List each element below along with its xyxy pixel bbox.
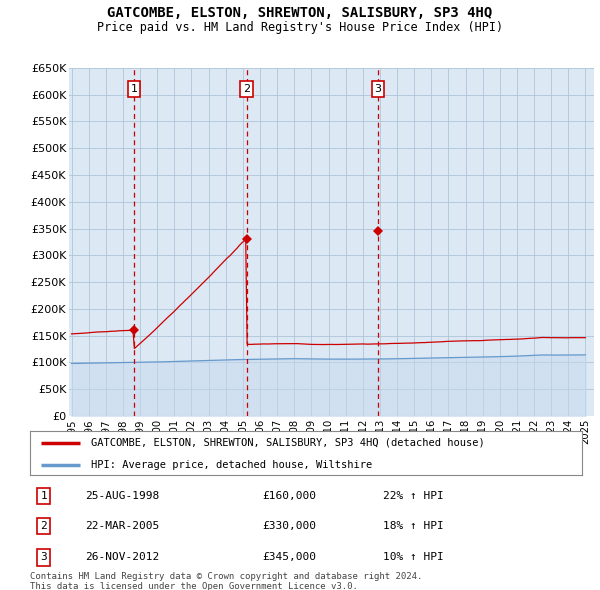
Text: 22% ↑ HPI: 22% ↑ HPI [383, 491, 444, 501]
Text: 18% ↑ HPI: 18% ↑ HPI [383, 522, 444, 532]
Text: 3: 3 [374, 84, 382, 94]
Text: Contains HM Land Registry data © Crown copyright and database right 2024.: Contains HM Land Registry data © Crown c… [30, 572, 422, 581]
Text: 3: 3 [40, 552, 47, 562]
Text: 1: 1 [131, 84, 137, 94]
Text: 2: 2 [40, 522, 47, 532]
Text: £160,000: £160,000 [262, 491, 316, 501]
Text: 1: 1 [40, 491, 47, 501]
Text: 22-MAR-2005: 22-MAR-2005 [85, 522, 160, 532]
Text: 25-AUG-1998: 25-AUG-1998 [85, 491, 160, 501]
Text: GATCOMBE, ELSTON, SHREWTON, SALISBURY, SP3 4HQ (detached house): GATCOMBE, ELSTON, SHREWTON, SALISBURY, S… [91, 438, 484, 448]
Text: 2: 2 [243, 84, 250, 94]
Text: £345,000: £345,000 [262, 552, 316, 562]
Text: This data is licensed under the Open Government Licence v3.0.: This data is licensed under the Open Gov… [30, 582, 358, 590]
Text: 26-NOV-2012: 26-NOV-2012 [85, 552, 160, 562]
Text: HPI: Average price, detached house, Wiltshire: HPI: Average price, detached house, Wilt… [91, 460, 372, 470]
Text: £330,000: £330,000 [262, 522, 316, 532]
Text: Price paid vs. HM Land Registry's House Price Index (HPI): Price paid vs. HM Land Registry's House … [97, 21, 503, 34]
Text: 10% ↑ HPI: 10% ↑ HPI [383, 552, 444, 562]
Text: GATCOMBE, ELSTON, SHREWTON, SALISBURY, SP3 4HQ: GATCOMBE, ELSTON, SHREWTON, SALISBURY, S… [107, 6, 493, 20]
